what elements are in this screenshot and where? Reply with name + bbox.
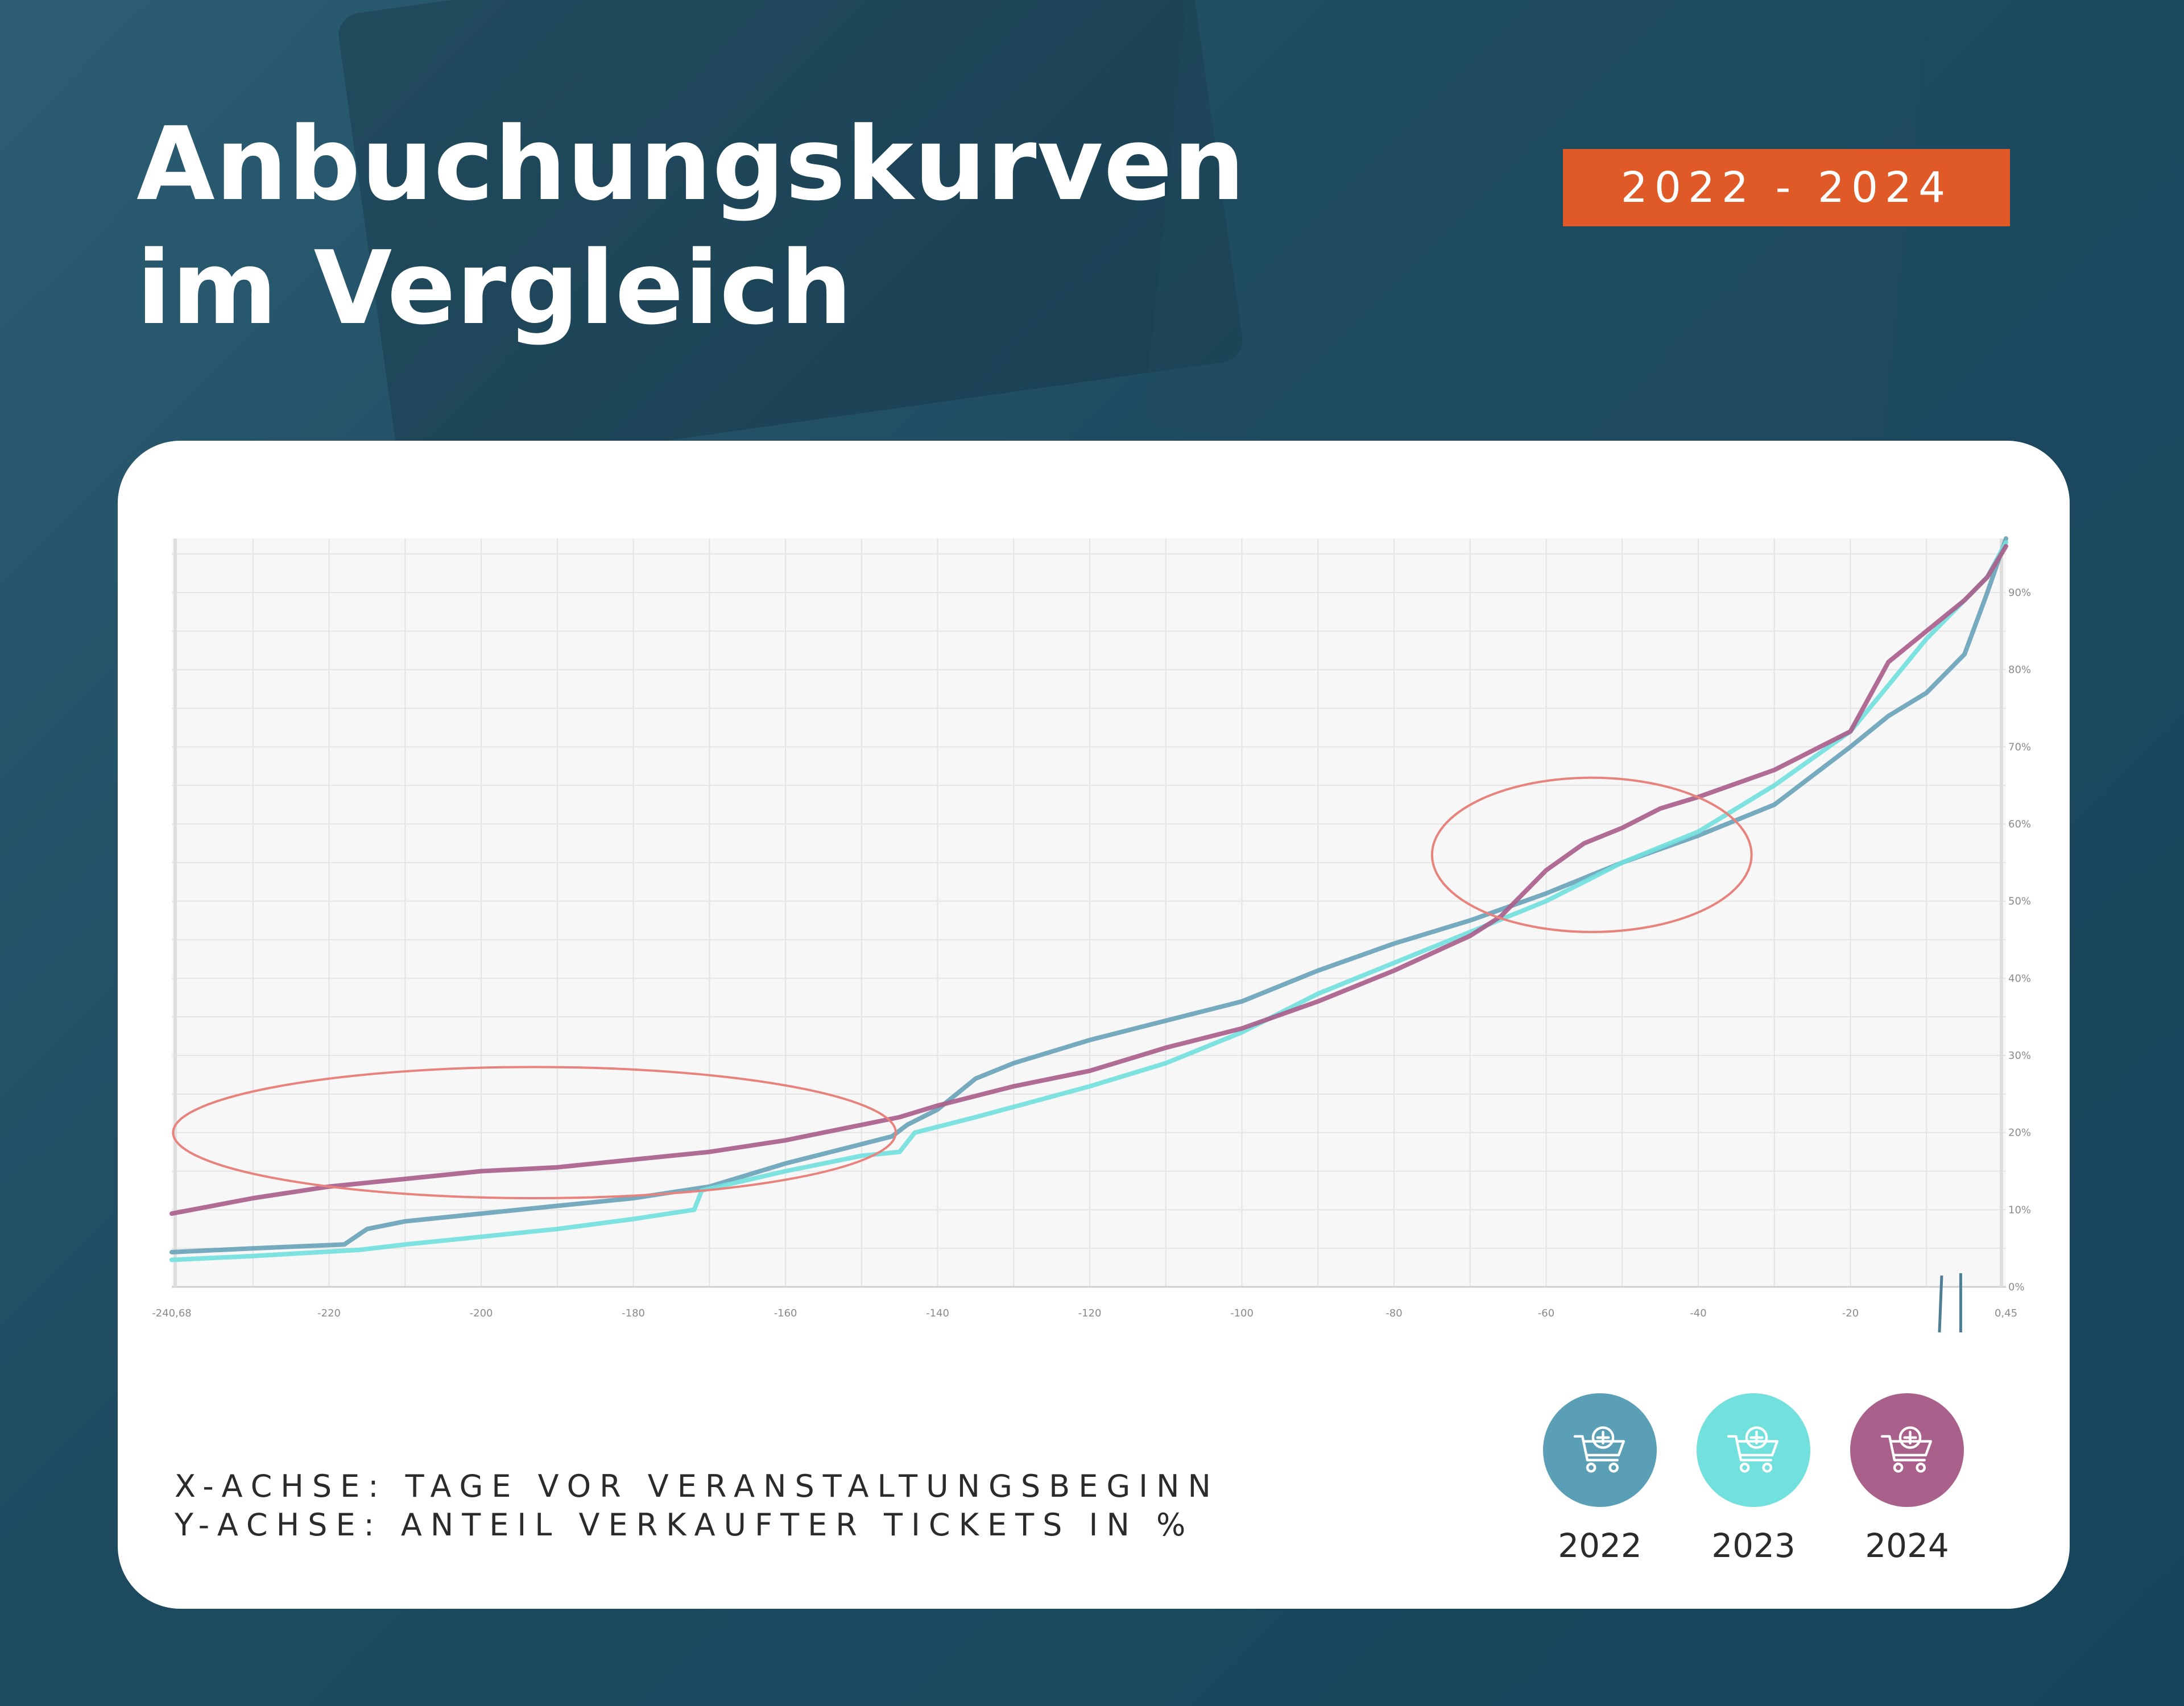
x-tick-label: -180 <box>622 1307 645 1319</box>
line-chart: -240,68 -220 -200 -180 -160 -140 -120 -100 -80 -6… <box>152 536 2031 1333</box>
annotations <box>172 776 1753 1199</box>
highlight-ellipse-1 <box>172 1066 897 1199</box>
title-line-1: Anbuchungskurven <box>136 105 1246 223</box>
x-tick-label: -160 <box>774 1307 797 1319</box>
x-tick-label: -120 <box>1078 1307 1102 1319</box>
y-tick-label: 50% <box>2008 896 2031 908</box>
x-tick-label: -220 <box>317 1307 341 1319</box>
year-range-badge: 2022 - 2024 <box>1563 149 2010 226</box>
y-tick-label: 70% <box>2008 741 2031 753</box>
x-tick-label: 0,45 <box>1995 1307 2017 1319</box>
chart-axes <box>172 539 2006 1333</box>
legend-label-2024: 2024 <box>1865 1526 1949 1565</box>
x-tick-label: -100 <box>1230 1307 1254 1319</box>
series-line-2024 <box>169 544 2008 1216</box>
y-tick-label: 90% <box>2008 587 2031 599</box>
x-tick-label: -240,68 <box>152 1307 191 1319</box>
legend-label-2022: 2022 <box>1558 1526 1642 1565</box>
legend-swatch-2024 <box>1850 1393 1964 1507</box>
x-tick-label: -80 <box>1385 1307 1402 1319</box>
legend-swatch-2023 <box>1697 1393 1810 1507</box>
y-tick-label: 40% <box>2008 972 2031 984</box>
axis-description: X-ACHSE: TAGE VOR VERANSTALTUNGSBEGINN Y… <box>175 1467 1219 1544</box>
legend-item-2023: 2023 <box>1697 1393 1810 1565</box>
background-decoration <box>1142 0 1929 504</box>
chart-card: -240,68 -220 -200 -180 -160 -140 -120 -100 -80 -6… <box>118 441 2070 1609</box>
y-axis-note: Y-ACHSE: ANTEIL VERKAUFTER TICKETS IN % <box>175 1507 1194 1543</box>
legend-swatch-2022 <box>1543 1393 1657 1507</box>
y-tick-label: 0% <box>2008 1281 2025 1293</box>
y-tick-label: 10% <box>2008 1204 2031 1216</box>
y-tick-labels: 0% 10% 20% 30% 40% 50% 60% 70% 80% 90% <box>2008 587 2031 1293</box>
y-tick-label: 30% <box>2008 1050 2031 1062</box>
x-tick-label: -60 <box>1538 1307 1554 1319</box>
cart-plus-icon <box>1573 1426 1625 1473</box>
data-series <box>169 536 2008 1262</box>
x-tick-label: -200 <box>470 1307 493 1319</box>
x-tick-label: -40 <box>1690 1307 1706 1319</box>
y-tick-label: 60% <box>2008 818 2031 830</box>
x-axis-note: X-ACHSE: TAGE VOR VERANSTALTUNGSBEGINN <box>175 1468 1219 1504</box>
highlight-ellipse-2 <box>1430 776 1753 933</box>
x-tick-labels: -240,68 -220 -200 -180 -160 -140 -120 -100 -80 -6… <box>152 1307 2017 1319</box>
legend-label-2023: 2023 <box>1711 1526 1796 1565</box>
legend-item-2024: 2024 <box>1850 1393 1964 1565</box>
y-tick-label: 80% <box>2008 664 2031 676</box>
axis-mark <box>1938 1275 1943 1333</box>
x-tick-label: -20 <box>1842 1307 1859 1319</box>
y-tick-label: 20% <box>2008 1127 2031 1139</box>
series-line-2022 <box>169 536 2008 1254</box>
legend-item-2022: 2022 <box>1543 1393 1657 1565</box>
page-title: Anbuchungskurven im Vergleich <box>136 102 1246 350</box>
title-line-2: im Vergleich <box>136 229 853 347</box>
cart-plus-icon <box>1880 1426 1932 1473</box>
cart-plus-icon <box>1727 1426 1778 1473</box>
x-tick-label: -140 <box>926 1307 949 1319</box>
